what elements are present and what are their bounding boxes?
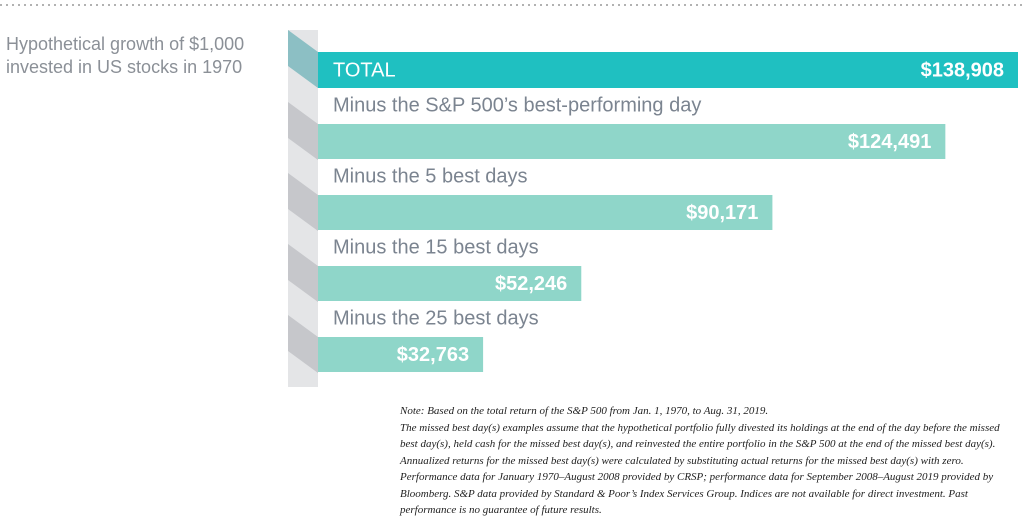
- chevron: [288, 244, 318, 302]
- category-label: Minus the S&P 500’s best-performing day: [333, 94, 701, 116]
- chevron: [288, 102, 318, 160]
- category-label: Minus the 5 best days: [333, 165, 528, 187]
- value-label: $138,908: [921, 59, 1004, 81]
- category-label: Minus the 15 best days: [333, 236, 539, 258]
- chevron: [288, 315, 318, 373]
- value-label: $52,246: [495, 273, 567, 295]
- bar: [318, 266, 582, 301]
- chevron: [288, 30, 318, 88]
- note-line: The missed best day(s) examples assume t…: [400, 421, 1000, 517]
- value-label: $90,171: [686, 202, 758, 224]
- bar: [318, 124, 946, 159]
- note-line: Note: Based on the total return of the S…: [400, 405, 769, 417]
- value-label: $124,491: [848, 131, 931, 153]
- chevron: [288, 173, 318, 231]
- chart-title: Hypothetical growth of $1,000 invested i…: [6, 34, 245, 77]
- category-label: Minus the 25 best days: [333, 307, 539, 329]
- category-label: TOTAL: [333, 59, 396, 81]
- bar: [318, 337, 484, 372]
- bar: [318, 195, 773, 230]
- value-label: $32,763: [397, 344, 469, 366]
- note: Note: Based on the total return of the S…: [400, 403, 1018, 519]
- chart: TOTAL $138,908 Minus the S&P 500’s best-pe…: [0, 4, 1024, 387]
- bar: [318, 52, 1018, 88]
